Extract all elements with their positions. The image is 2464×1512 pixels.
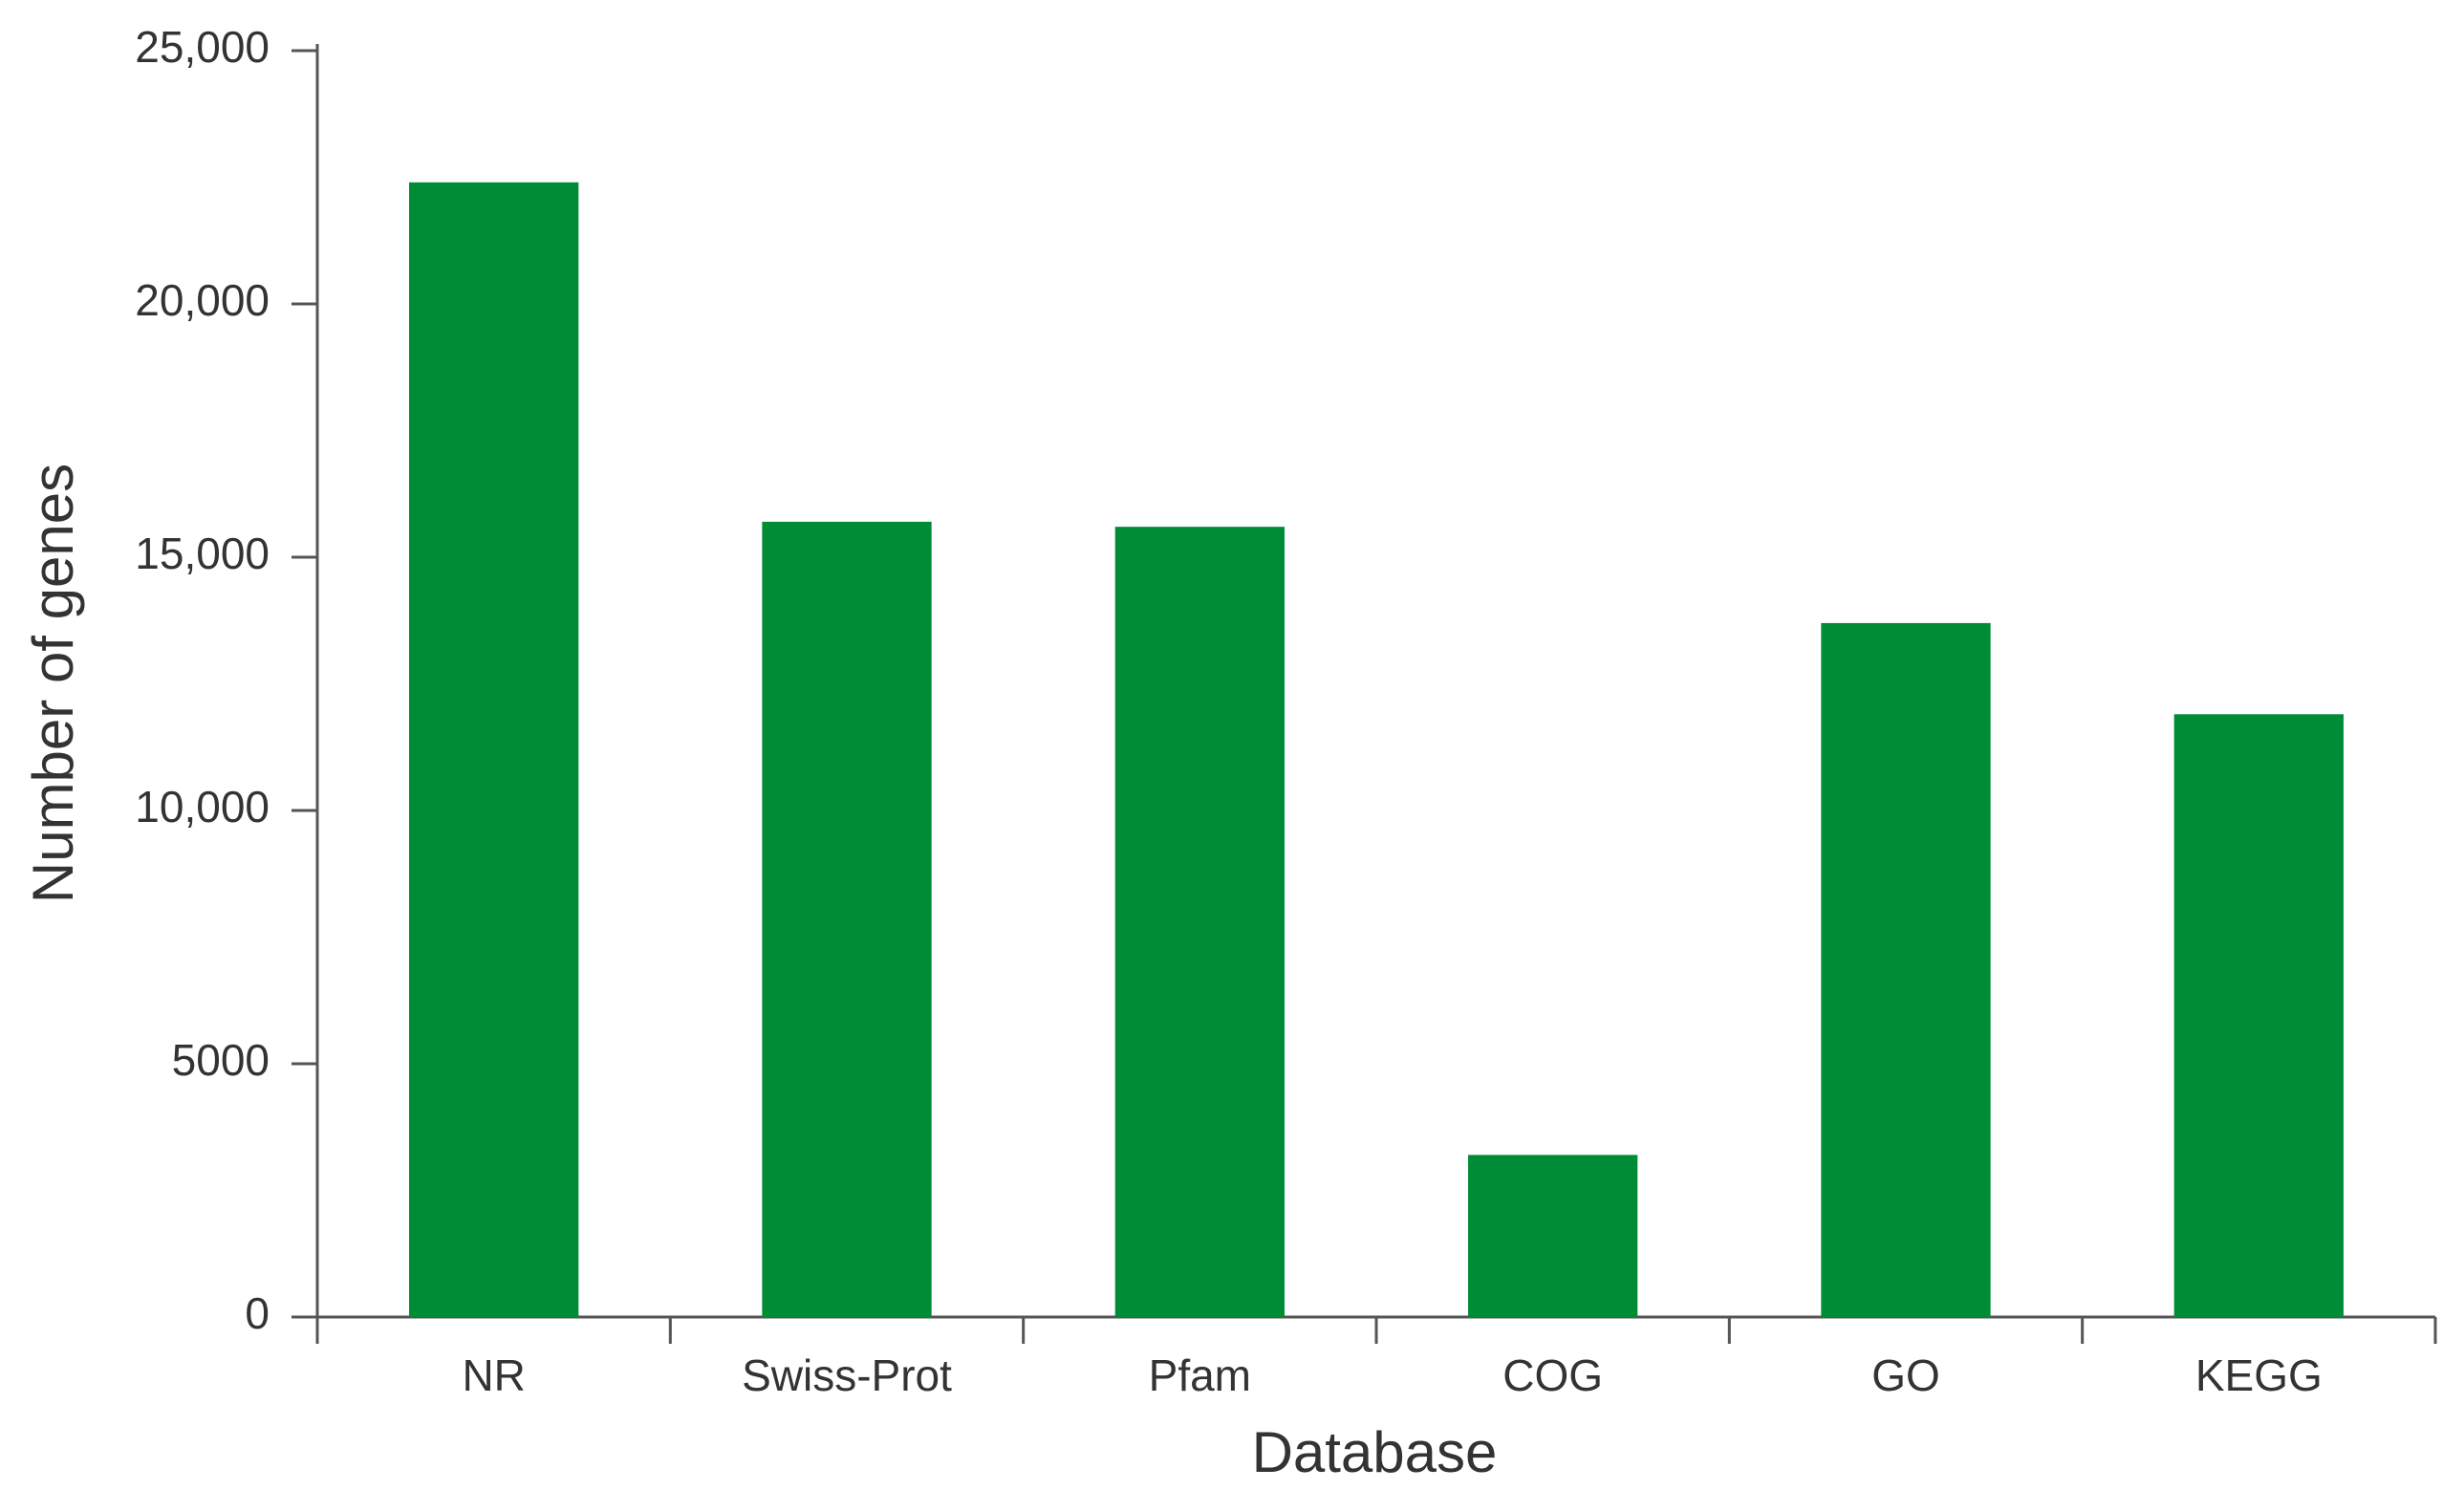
x-tick-label: NR: [462, 1350, 525, 1400]
bar: [1468, 1155, 1638, 1317]
bar: [762, 521, 932, 1317]
x-tick-label: KEGG: [2195, 1350, 2323, 1400]
bar: [1821, 622, 1991, 1317]
y-tick-label: 15,000: [135, 529, 270, 578]
y-tick-label: 5000: [172, 1035, 270, 1085]
x-axis-label: Database: [1252, 1420, 1498, 1484]
y-tick-label: 0: [245, 1288, 270, 1338]
bar: [409, 182, 579, 1317]
bar: [1114, 527, 1285, 1317]
y-tick-label: 20,000: [135, 275, 270, 325]
x-tick-label: GO: [1871, 1350, 1940, 1400]
x-tick-label: Swiss-Prot: [742, 1350, 952, 1400]
y-axis-label: Number of genes: [21, 464, 85, 903]
y-tick-label: 10,000: [135, 782, 270, 832]
bar: [2173, 714, 2344, 1317]
y-tick-label: 25,000: [135, 22, 270, 72]
x-tick-label: Pfam: [1149, 1350, 1251, 1400]
x-tick-label: COG: [1502, 1350, 1603, 1400]
